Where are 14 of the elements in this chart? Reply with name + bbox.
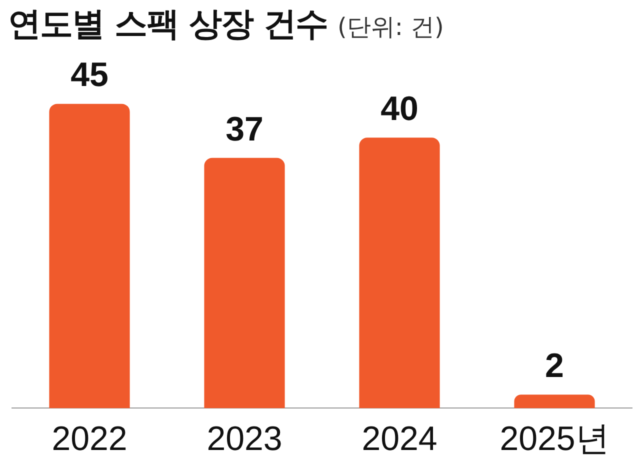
- x-tick-label: 2025년: [500, 420, 610, 458]
- bar: [204, 158, 285, 408]
- data-label: 2: [545, 347, 564, 386]
- x-tick-label: 2023: [206, 420, 282, 458]
- chart-title: 연도별 스팩 상장 건수: [8, 4, 328, 43]
- data-label: 37: [226, 110, 264, 148]
- data-label: 40: [380, 90, 418, 128]
- bar: [514, 394, 595, 408]
- x-tick-label: 2024: [362, 420, 438, 458]
- bar: [359, 138, 440, 408]
- x-tick-label: 2022: [52, 420, 128, 458]
- data-label: 45: [70, 56, 108, 94]
- chart-subtitle: (단위: 건): [337, 13, 444, 41]
- bar: [49, 104, 130, 408]
